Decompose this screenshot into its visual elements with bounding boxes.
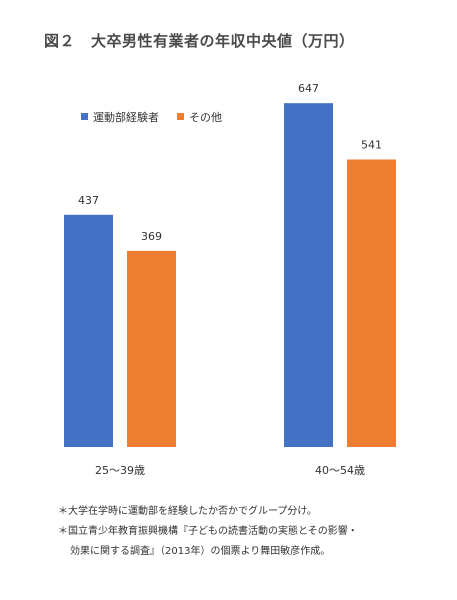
data-label: 369 xyxy=(141,230,162,243)
x-tick-label: 25〜39歳 xyxy=(95,464,145,477)
title-text: 大卒男性有業者の年収中央値（万円） xyxy=(91,32,355,50)
x-tick-label: 40〜54歳 xyxy=(315,464,365,477)
legend-label: その他 xyxy=(189,111,222,124)
figure-label: 図２ xyxy=(44,32,76,50)
data-label: 437 xyxy=(78,194,99,207)
footnote-source-continued: 効果に関する調査』（2013年）の個票より舞田敏彦作成。 xyxy=(70,546,331,557)
chart-title: 図２ 大卒男性有業者の年収中央値（万円） xyxy=(44,30,355,51)
bar-other-1 xyxy=(127,250,176,447)
legend-swatch xyxy=(177,113,184,120)
bar-sports-club-1 xyxy=(64,214,113,447)
bar-sports-club-2 xyxy=(284,103,333,447)
legend-label: 運動部経験者 xyxy=(93,110,159,124)
legend-swatch xyxy=(81,113,88,120)
bar-other-2 xyxy=(347,159,396,448)
footnote-source: ＊国立青少年教育振興機構『子どもの読書活動の実態とその影響・ xyxy=(58,526,358,537)
data-label: 647 xyxy=(298,82,319,95)
footnote-grouping: ＊大学在学時に運動部を経験したか否かでグループ分け。 xyxy=(58,506,317,517)
data-label: 541 xyxy=(361,138,382,151)
